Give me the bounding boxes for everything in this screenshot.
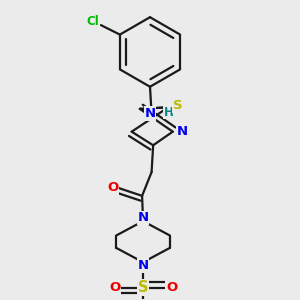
Text: N: N xyxy=(137,259,148,272)
Text: H: H xyxy=(164,106,174,118)
Text: O: O xyxy=(109,281,120,294)
Text: N: N xyxy=(137,212,148,224)
Text: O: O xyxy=(166,281,177,294)
Text: Cl: Cl xyxy=(87,15,99,28)
Text: N: N xyxy=(144,107,156,120)
Text: S: S xyxy=(173,99,183,112)
Text: S: S xyxy=(138,280,148,295)
Text: N: N xyxy=(177,125,188,138)
Text: O: O xyxy=(107,181,118,194)
